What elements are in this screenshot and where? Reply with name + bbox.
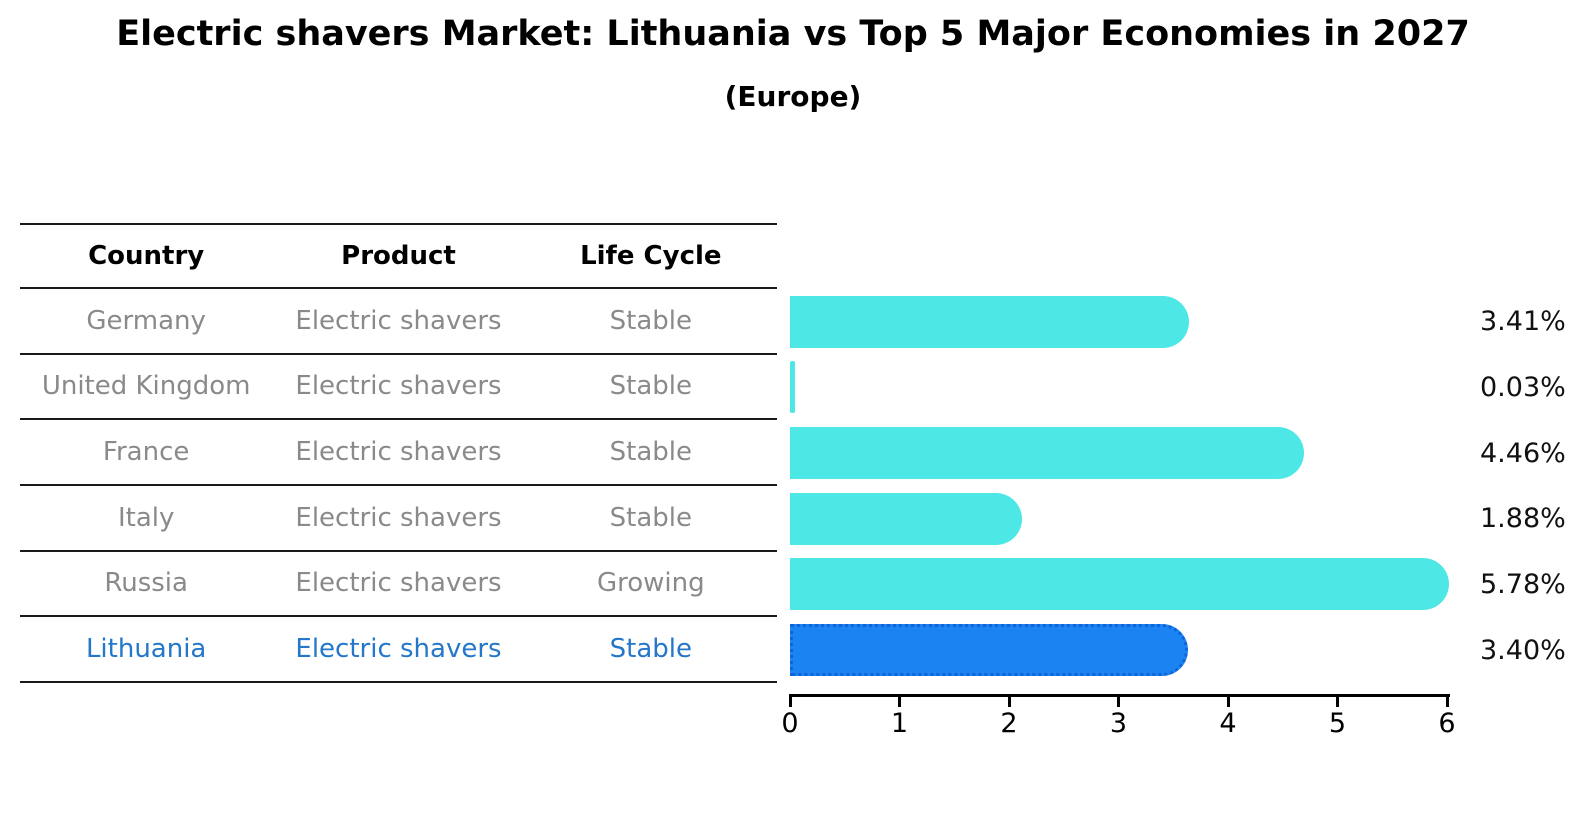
- chart-subtitle: (Europe): [724, 80, 862, 113]
- x-axis-tick: [1445, 694, 1449, 707]
- country-table: Country Product Life Cycle Germany Electr…: [20, 223, 777, 683]
- x-axis-tick: [1336, 694, 1339, 707]
- cell-product: Electric shavers: [295, 502, 502, 533]
- bar-plot: [790, 289, 1450, 683]
- cell-product: Electric shavers: [295, 371, 502, 402]
- bar-row: [790, 617, 1450, 683]
- cell-country: United Kingdom: [41, 371, 251, 402]
- table-header-product: Product: [341, 241, 456, 271]
- cell-product: Electric shavers: [295, 634, 502, 665]
- cell-country: Germany: [86, 305, 206, 336]
- value-label: 5.78%: [1480, 568, 1566, 600]
- value-label: 1.88%: [1480, 503, 1566, 535]
- cell-product: Electric shavers: [295, 437, 502, 468]
- cell-country: Lithuania: [85, 634, 207, 665]
- cell-country: Italy: [117, 502, 175, 533]
- value-labels: 3.41% 0.03% 4.46% 1.88% 5.78% 3.40%: [1480, 289, 1566, 683]
- cell-lifecycle: Stable: [609, 437, 692, 468]
- table-body: Germany Electric shavers Stable United King…: [20, 289, 777, 683]
- x-axis-tick-label: 6: [1438, 708, 1456, 739]
- cell-lifecycle: Stable: [609, 634, 692, 665]
- x-axis-line: [790, 694, 1450, 697]
- bar-united-kingdom: [790, 361, 795, 414]
- bar-row: [790, 289, 1450, 355]
- x-axis-tick-label: 3: [1109, 708, 1128, 739]
- x-axis-tick: [1007, 694, 1011, 707]
- bar-row: [790, 486, 1450, 552]
- x-axis-tick-label: 5: [1328, 708, 1347, 739]
- table-row: United Kingdom Electric shavers Stable: [20, 355, 777, 421]
- x-axis-tick: [1117, 694, 1120, 707]
- table-row: France Electric shavers Stable: [20, 420, 777, 486]
- table-header-country: Country: [88, 241, 205, 271]
- table-row: Germany Electric shavers Stable: [20, 289, 777, 355]
- bar-row: [790, 355, 1450, 421]
- bar-italy: [790, 492, 1022, 545]
- table-header-lifecycle: Life Cycle: [580, 241, 722, 271]
- chart-title: Electric shavers Market: Lithuania vs To…: [116, 14, 1470, 54]
- cell-product: Electric shavers: [295, 305, 502, 336]
- x-axis-tick: [1226, 694, 1230, 707]
- value-label: 3.40%: [1480, 634, 1566, 666]
- cell-lifecycle: Stable: [609, 371, 692, 402]
- x-axis-tick: [788, 694, 792, 707]
- x-axis-tick: [898, 694, 901, 707]
- table-header-row: Country Product Life Cycle: [20, 223, 777, 289]
- x-axis-tick-label: 4: [1219, 708, 1237, 739]
- cell-country: France: [102, 437, 190, 468]
- cell-lifecycle: Growing: [596, 568, 705, 599]
- bar-france: [790, 427, 1305, 480]
- cell-lifecycle: Stable: [609, 502, 692, 533]
- table-row: Lithuania Electric shavers Stable: [20, 617, 777, 683]
- bar-row: [790, 552, 1450, 618]
- value-label: 4.46%: [1480, 437, 1566, 469]
- table-row: Russia Electric shavers Growing: [20, 552, 777, 618]
- cell-product: Electric shavers: [295, 568, 502, 599]
- bar-row: [790, 420, 1450, 486]
- cell-lifecycle: Stable: [609, 305, 692, 336]
- x-axis-tick-label: 2: [1000, 708, 1018, 739]
- value-label: 3.41%: [1480, 306, 1566, 338]
- value-label: 0.03%: [1480, 371, 1566, 403]
- bar-lithuania: [790, 624, 1189, 677]
- x-axis-tick-label: 1: [890, 708, 909, 739]
- table-row: Italy Electric shavers Stable: [20, 486, 777, 552]
- bar-germany: [790, 295, 1190, 348]
- bar-russia: [790, 558, 1449, 611]
- cell-country: Russia: [104, 568, 188, 599]
- x-axis-tick-label: 0: [781, 708, 799, 739]
